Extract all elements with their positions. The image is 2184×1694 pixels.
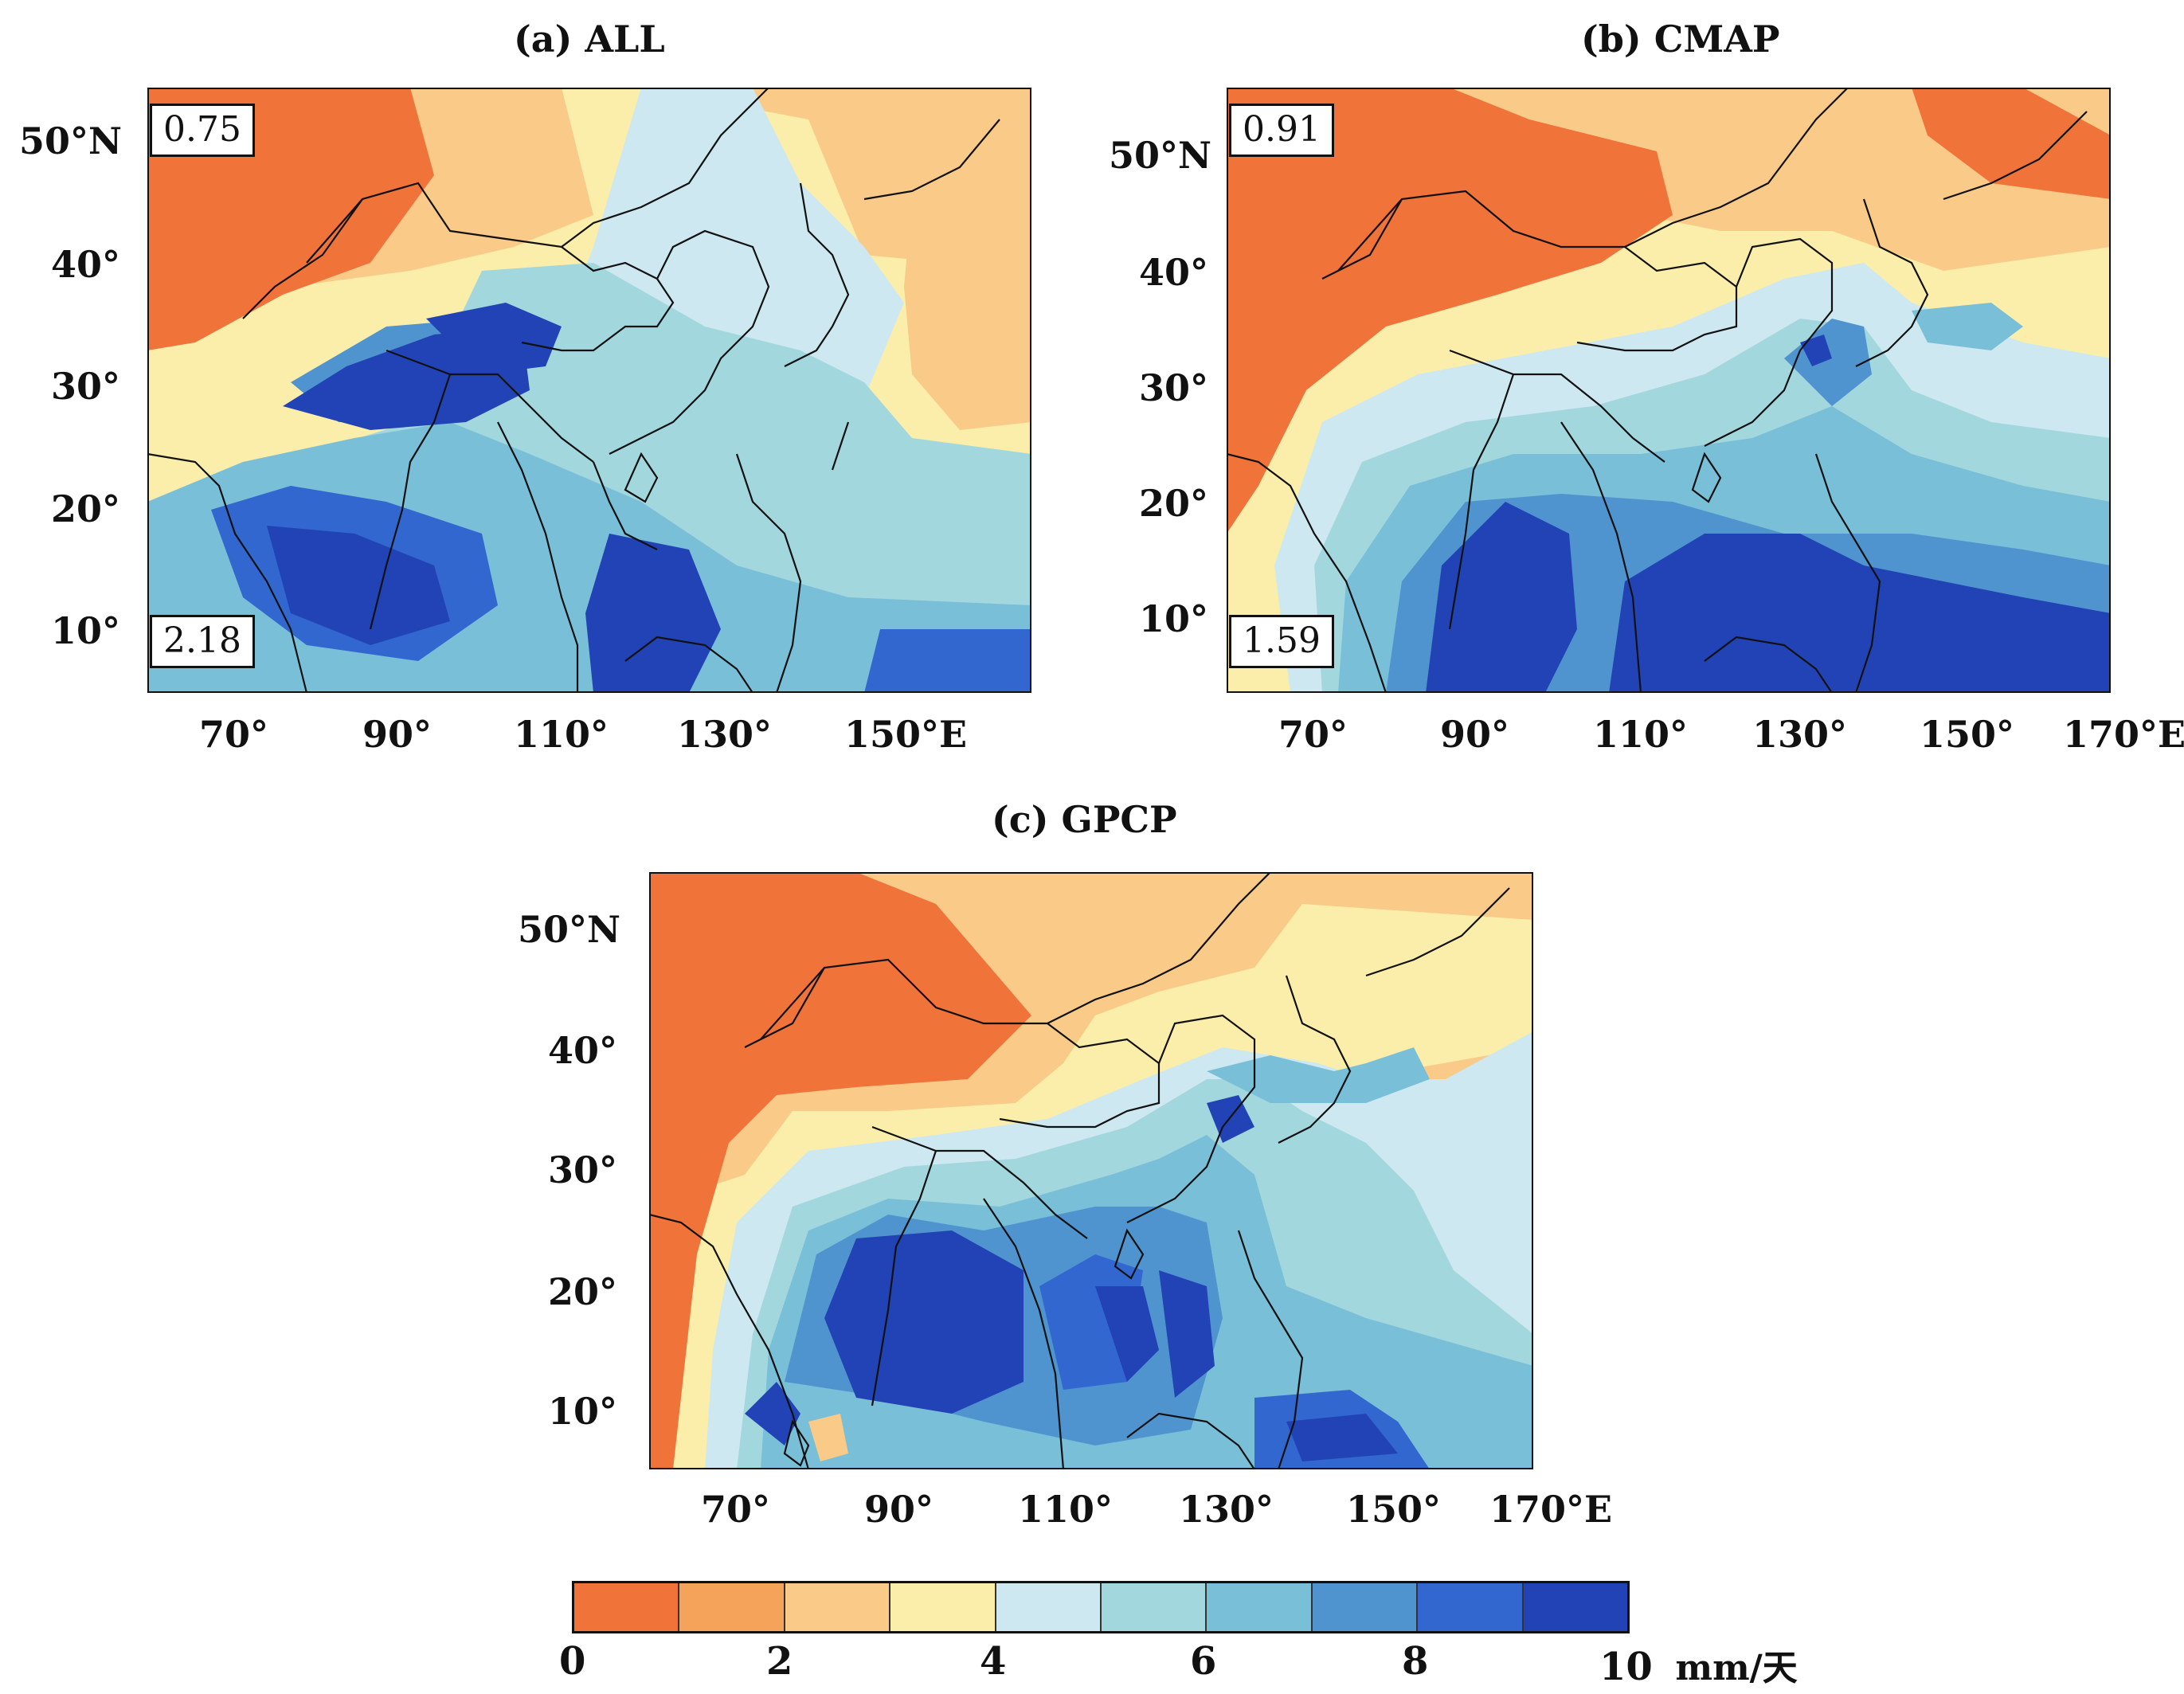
panel-a-stat-bottom: 2.18 [150,615,255,668]
colorbar-swatch [1102,1583,1207,1631]
colorbar-label-4: 4 [980,1639,1007,1684]
colorbar-swatch [996,1583,1102,1631]
panel-b-lon-90: 90° [1440,713,1510,756]
panel-c-lon-130: 130° [1179,1488,1274,1531]
panel-c-title: (c) GPCP [992,798,1177,841]
panel-a-lat-50: 50°N [19,119,123,162]
colorbar-label-10-value: 10 [1599,1645,1653,1689]
panel-a-lon-110: 110° [514,713,609,756]
panel-b-stat-top: 0.91 [1229,104,1334,157]
colorbar-swatch [574,1583,680,1631]
panel-c-lon-170: 170°E [1489,1488,1613,1531]
panel-b-lat-40: 40° [1139,251,1209,294]
panel-a-lon-90: 90° [362,713,432,756]
panel-c-lon-110: 110° [1018,1488,1114,1531]
panel-a-map [147,88,1031,693]
colorbar-unit: mm/天 [1675,1648,1798,1688]
panel-b-lat-10: 10° [1139,597,1209,640]
colorbar-swatch [1312,1583,1419,1631]
panel-c-lon-90: 90° [864,1488,934,1531]
colorbar-swatch [1207,1583,1313,1631]
panel-b-lat-50: 50°N [1109,134,1212,177]
panel-a-lat-20: 20° [51,487,121,530]
panel-a-stat-top: 0.75 [150,104,255,157]
panel-a-lon-130: 130° [677,713,773,756]
colorbar-swatch [1523,1583,1628,1631]
panel-b-stat-bottom: 1.59 [1229,615,1334,668]
colorbar-swatch [1418,1583,1524,1631]
colorbar-label-2: 2 [766,1639,793,1684]
panel-a-lat-10: 10° [51,609,121,652]
panel-b-lon-170: 170°E [2063,713,2184,756]
panel-b-lon-110: 110° [1593,713,1689,756]
panel-b-lat-20: 20° [1139,482,1209,525]
panel-b-lon-70: 70° [1278,713,1348,756]
colorbar-swatch [785,1583,891,1631]
panel-c-lat-10: 10° [548,1390,618,1433]
panel-b-lon-150: 150° [1920,713,2015,756]
colorbar-label-6: 6 [1190,1639,1217,1684]
panel-b-lon-130: 130° [1752,713,1848,756]
colorbar-label-0: 0 [559,1639,586,1684]
colorbar-swatch [890,1583,996,1631]
panel-a-lat-40: 40° [51,243,121,286]
colorbar [572,1581,1630,1633]
panel-a-lon-150: 150°E [844,713,968,756]
panel-a-lat-30: 30° [51,365,121,408]
panel-c-lon-150: 150° [1346,1488,1442,1531]
panel-c-lat-20: 20° [548,1270,618,1313]
panel-c-lat-40: 40° [548,1029,618,1072]
colorbar-label-8: 8 [1402,1639,1429,1684]
panel-c-lat-50: 50°N [518,908,621,951]
panel-c-lon-70: 70° [701,1488,771,1531]
panel-c-map [649,872,1533,1469]
panel-b-title: (b) CMAP [1581,18,1780,61]
colorbar-label-10: 10 mm/天 [1599,1639,1798,1690]
panel-a-lon-70: 70° [199,713,269,756]
panel-b-map [1227,88,2111,693]
panel-c-lat-30: 30° [548,1148,618,1191]
colorbar-swatch [679,1583,785,1631]
panel-b-lat-30: 30° [1139,366,1209,409]
panel-a-title: (a) ALL [514,18,665,61]
